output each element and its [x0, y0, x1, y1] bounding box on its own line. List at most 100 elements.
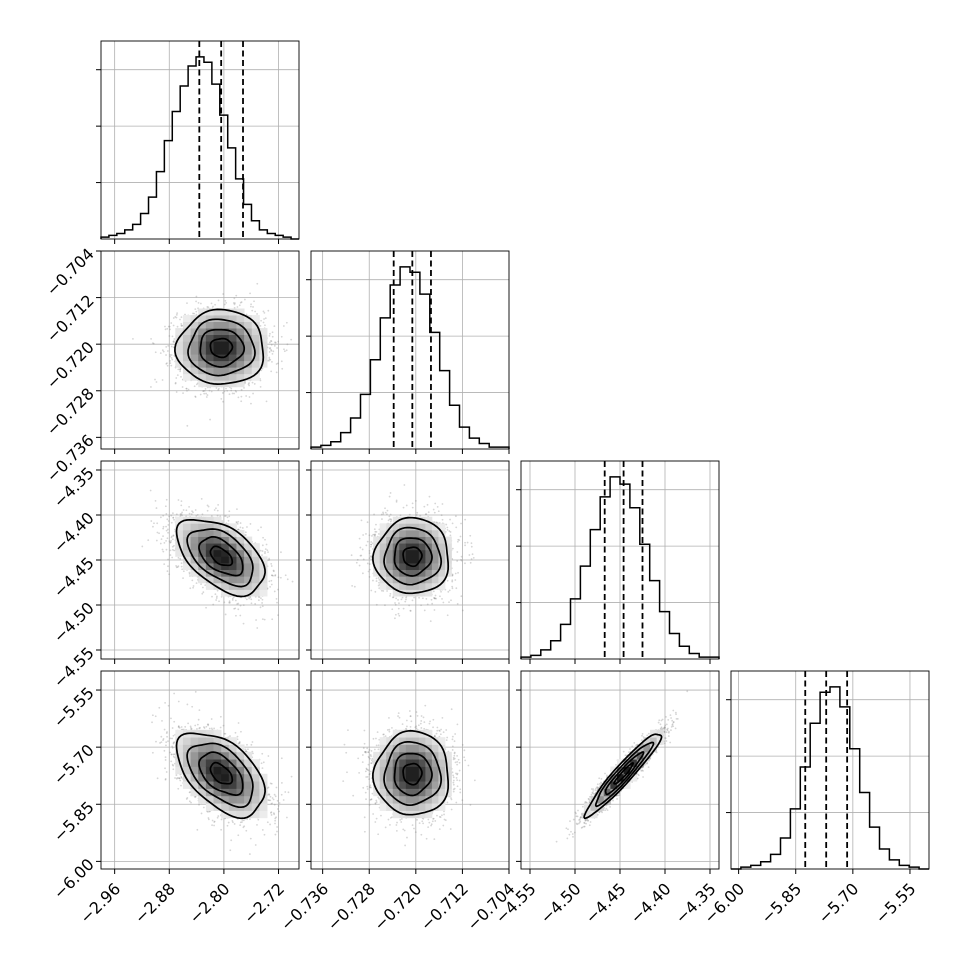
- density-cell: [182, 334, 191, 342]
- sample-point: [166, 364, 169, 367]
- density-cell: [190, 341, 199, 349]
- sample-point: [200, 497, 203, 500]
- sample-point: [222, 400, 224, 403]
- sample-point: [194, 395, 197, 398]
- scatter-panel: [100, 250, 300, 450]
- sample-point: [177, 368, 180, 371]
- sample-point: [260, 369, 263, 372]
- sample-point: [170, 345, 173, 348]
- sample-point: [228, 515, 231, 518]
- sample-point: [165, 354, 167, 356]
- sample-point: [257, 599, 260, 602]
- sample-point: [280, 335, 283, 338]
- sample-point: [240, 400, 243, 403]
- sample-point: [236, 522, 239, 525]
- sample-point: [185, 387, 188, 390]
- sample-point: [155, 381, 158, 383]
- sample-point: [270, 562, 273, 565]
- density-cell: [213, 334, 222, 342]
- sample-point: [252, 392, 254, 395]
- sample-point: [272, 574, 274, 577]
- density-cell: [221, 367, 230, 375]
- sample-point: [225, 387, 227, 390]
- sample-point: [199, 393, 202, 396]
- sample-point: [268, 351, 271, 353]
- sample-point: [269, 347, 272, 349]
- sample-point: [268, 341, 271, 344]
- sample-point: [188, 571, 191, 574]
- sample-point: [175, 313, 178, 316]
- density-cell: [190, 321, 199, 329]
- sample-point: [233, 392, 236, 395]
- sample-point: [206, 504, 209, 507]
- sample-point: [221, 520, 224, 522]
- sample-point: [276, 347, 278, 349]
- sample-point: [161, 349, 164, 352]
- density-cell: [244, 347, 253, 355]
- density-cell: [182, 360, 191, 368]
- sample-point: [228, 600, 231, 603]
- sample-point: [207, 505, 210, 508]
- sample-point: [210, 515, 213, 517]
- sample-point: [244, 531, 247, 534]
- sample-point: [262, 536, 264, 539]
- y-tick-label: −0.704: [42, 244, 97, 299]
- sample-point: [207, 306, 210, 309]
- density-cell: [251, 373, 260, 381]
- sample-point: [274, 341, 276, 344]
- sample-point: [265, 400, 268, 403]
- sample-point: [170, 354, 173, 356]
- density-cell: [190, 347, 199, 355]
- sample-point: [244, 298, 246, 301]
- density-cell: [244, 354, 253, 362]
- density-cell: [198, 308, 207, 316]
- histogram-step: [100, 56, 299, 240]
- sample-point: [214, 303, 216, 306]
- sample-point: [164, 328, 167, 331]
- sample-point: [223, 303, 226, 306]
- sample-point: [172, 340, 175, 342]
- x-tick-label: −5.85: [757, 879, 805, 927]
- sample-point: [283, 350, 286, 353]
- sample-point: [172, 324, 175, 327]
- sample-point: [172, 517, 175, 519]
- sample-point: [175, 316, 178, 319]
- sample-point: [235, 521, 238, 523]
- histogram-step: [310, 266, 510, 449]
- density-cell: [221, 373, 230, 381]
- sample-point: [256, 627, 259, 629]
- sample-point: [221, 521, 224, 524]
- contour-line: [199, 328, 246, 368]
- sample-point: [162, 550, 165, 553]
- density-cell: [259, 328, 268, 336]
- density-cell: [251, 367, 260, 375]
- sample-point: [154, 378, 156, 381]
- sample-point: [286, 578, 289, 581]
- sample-point: [273, 590, 276, 593]
- sample-point: [215, 599, 218, 601]
- sample-point: [180, 323, 183, 325]
- sample-point: [164, 505, 167, 508]
- sample-point: [170, 521, 173, 524]
- sample-point: [169, 549, 172, 552]
- axes-frame: [310, 250, 510, 450]
- sample-point: [232, 302, 235, 304]
- sample-point: [176, 325, 179, 328]
- sample-point: [175, 391, 178, 393]
- sample-point: [270, 339, 272, 342]
- sample-point: [246, 526, 248, 528]
- sample-point: [175, 566, 178, 569]
- sample-point: [159, 516, 162, 519]
- sample-point: [201, 513, 204, 516]
- sample-point: [200, 583, 202, 586]
- sample-point: [166, 350, 169, 352]
- density-cell: [221, 347, 230, 355]
- sample-point: [155, 539, 158, 542]
- sample-point: [156, 522, 159, 525]
- density-cell: [251, 334, 260, 342]
- sample-point: [152, 525, 154, 528]
- sample-point: [272, 350, 275, 353]
- sample-point: [188, 575, 191, 577]
- sample-point: [261, 554, 263, 557]
- sample-point: [275, 363, 278, 365]
